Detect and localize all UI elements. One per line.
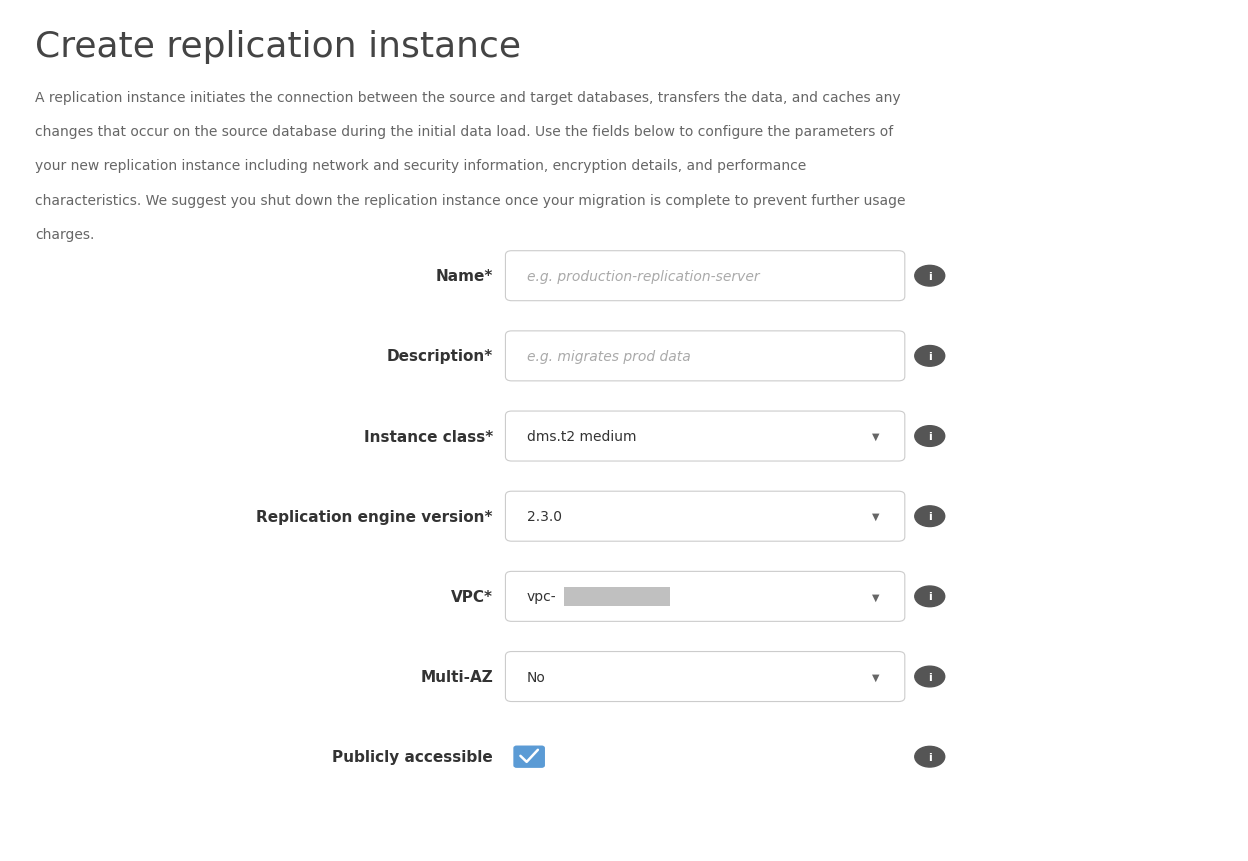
Text: i: i <box>927 351 932 362</box>
Text: changes that occur on the source database during the initial data load. Use the : changes that occur on the source databas… <box>35 125 894 139</box>
Text: characteristics. We suggest you shut down the replication instance once your mig: characteristics. We suggest you shut dow… <box>35 194 906 208</box>
Text: Replication engine version*: Replication engine version* <box>256 509 493 524</box>
FancyBboxPatch shape <box>505 652 905 702</box>
Text: Multi-AZ: Multi-AZ <box>421 669 493 684</box>
Text: ▼: ▼ <box>872 592 880 602</box>
FancyBboxPatch shape <box>505 412 905 461</box>
Text: VPC*: VPC* <box>451 589 493 604</box>
Circle shape <box>915 506 945 527</box>
Circle shape <box>915 426 945 447</box>
Circle shape <box>915 266 945 287</box>
Text: Name*: Name* <box>436 269 493 284</box>
Text: charges.: charges. <box>35 228 95 242</box>
Text: i: i <box>927 592 932 602</box>
Text: i: i <box>927 271 932 282</box>
Text: vpc-: vpc- <box>527 590 557 604</box>
Text: i: i <box>927 431 932 442</box>
FancyBboxPatch shape <box>505 331 905 381</box>
Circle shape <box>915 666 945 687</box>
Text: ▼: ▼ <box>872 431 880 442</box>
Text: e.g. migrates prod data: e.g. migrates prod data <box>527 350 690 363</box>
Text: Instance class*: Instance class* <box>363 429 493 444</box>
Text: Publicly accessible: Publicly accessible <box>332 749 493 765</box>
FancyBboxPatch shape <box>564 587 670 606</box>
Text: 2.3.0: 2.3.0 <box>527 510 562 523</box>
Text: A replication instance initiates the connection between the source and target da: A replication instance initiates the con… <box>35 90 901 104</box>
Text: i: i <box>927 511 932 522</box>
Text: i: i <box>927 752 932 762</box>
Text: ▼: ▼ <box>872 511 880 522</box>
Text: e.g. production-replication-server: e.g. production-replication-server <box>527 269 759 283</box>
FancyBboxPatch shape <box>514 746 544 767</box>
FancyBboxPatch shape <box>505 251 905 301</box>
Text: Description*: Description* <box>387 349 493 364</box>
Circle shape <box>915 586 945 607</box>
Text: your new replication instance including network and security information, encryp: your new replication instance including … <box>35 159 806 173</box>
Text: i: i <box>927 672 932 682</box>
Circle shape <box>915 346 945 367</box>
FancyBboxPatch shape <box>505 572 905 622</box>
Text: No: No <box>527 670 545 684</box>
Text: ▼: ▼ <box>872 672 880 682</box>
Text: dms.t2 medium: dms.t2 medium <box>527 430 636 443</box>
Text: Create replication instance: Create replication instance <box>35 30 520 64</box>
FancyBboxPatch shape <box>505 492 905 542</box>
Circle shape <box>915 746 945 767</box>
